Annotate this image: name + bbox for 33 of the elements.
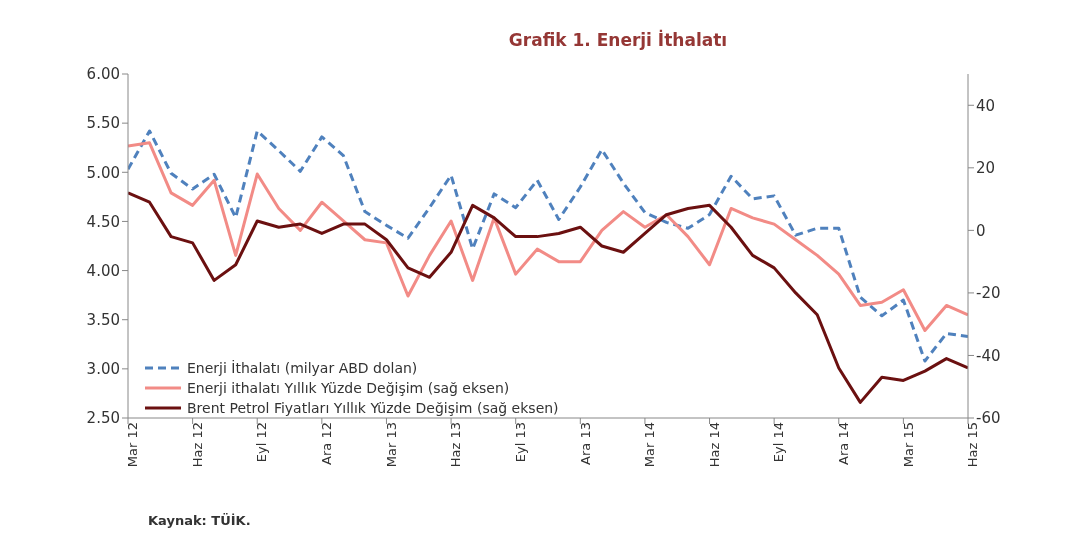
- y-tick-label: 2.50: [86, 409, 120, 428]
- y-tick-label: 4.00: [86, 261, 120, 280]
- legend-label: Enerji ithalatı Yıllık Yüzde Değişim (sağ eksen): [187, 379, 510, 398]
- x-tick-label: Mar 15: [900, 422, 916, 468]
- x-tick-label: Haz 14: [706, 422, 722, 468]
- x-tick-label: Ara 14: [836, 422, 851, 465]
- x-tick-label: Haz 13: [448, 422, 464, 468]
- legend-label: Brent Petrol Fiyatları Yıllık Yüzde Değişim (sağ eksen): [187, 399, 559, 418]
- x-tick-label: Mar 13: [383, 422, 399, 468]
- y-tick-label: 4.50: [86, 212, 120, 231]
- line-series: [128, 141, 968, 332]
- y2-tick-label: -20: [976, 284, 1001, 303]
- y2-tick-label: 20: [976, 159, 996, 178]
- x-tick-label: Haz 12: [189, 422, 205, 468]
- y-tick-label: 6.00: [86, 65, 120, 84]
- y-tick-label: 3.50: [86, 311, 120, 330]
- x-tick-label: Ara 12: [319, 422, 335, 465]
- x-tick-label: Ara 13: [577, 422, 593, 465]
- chart-title: Grafik 1. Enerji İthalatı: [507, 30, 729, 50]
- x-tick-label: Mar 14: [642, 422, 658, 468]
- y-tick-label: 5.50: [86, 114, 120, 133]
- text: Kaynak: TÜİK.: [148, 513, 251, 528]
- x-tick-label: Mar 12: [125, 422, 141, 468]
- y2-tick-label: 40: [976, 96, 996, 115]
- y-tick-label: 5.00: [86, 163, 120, 182]
- legend-label: Enerji İthalatı (milyar ABD dolan): [187, 359, 418, 378]
- x-tick-label: Eyl 13: [512, 422, 528, 463]
- line-series: [128, 191, 968, 404]
- x-tick-label: Eyl 12: [254, 422, 270, 463]
- y2-tick-label: -40: [976, 346, 1001, 365]
- y2-tick-label: 0: [976, 221, 986, 240]
- x-tick-label: Eyl 14: [771, 422, 787, 463]
- y-tick-label: 3.00: [86, 360, 120, 379]
